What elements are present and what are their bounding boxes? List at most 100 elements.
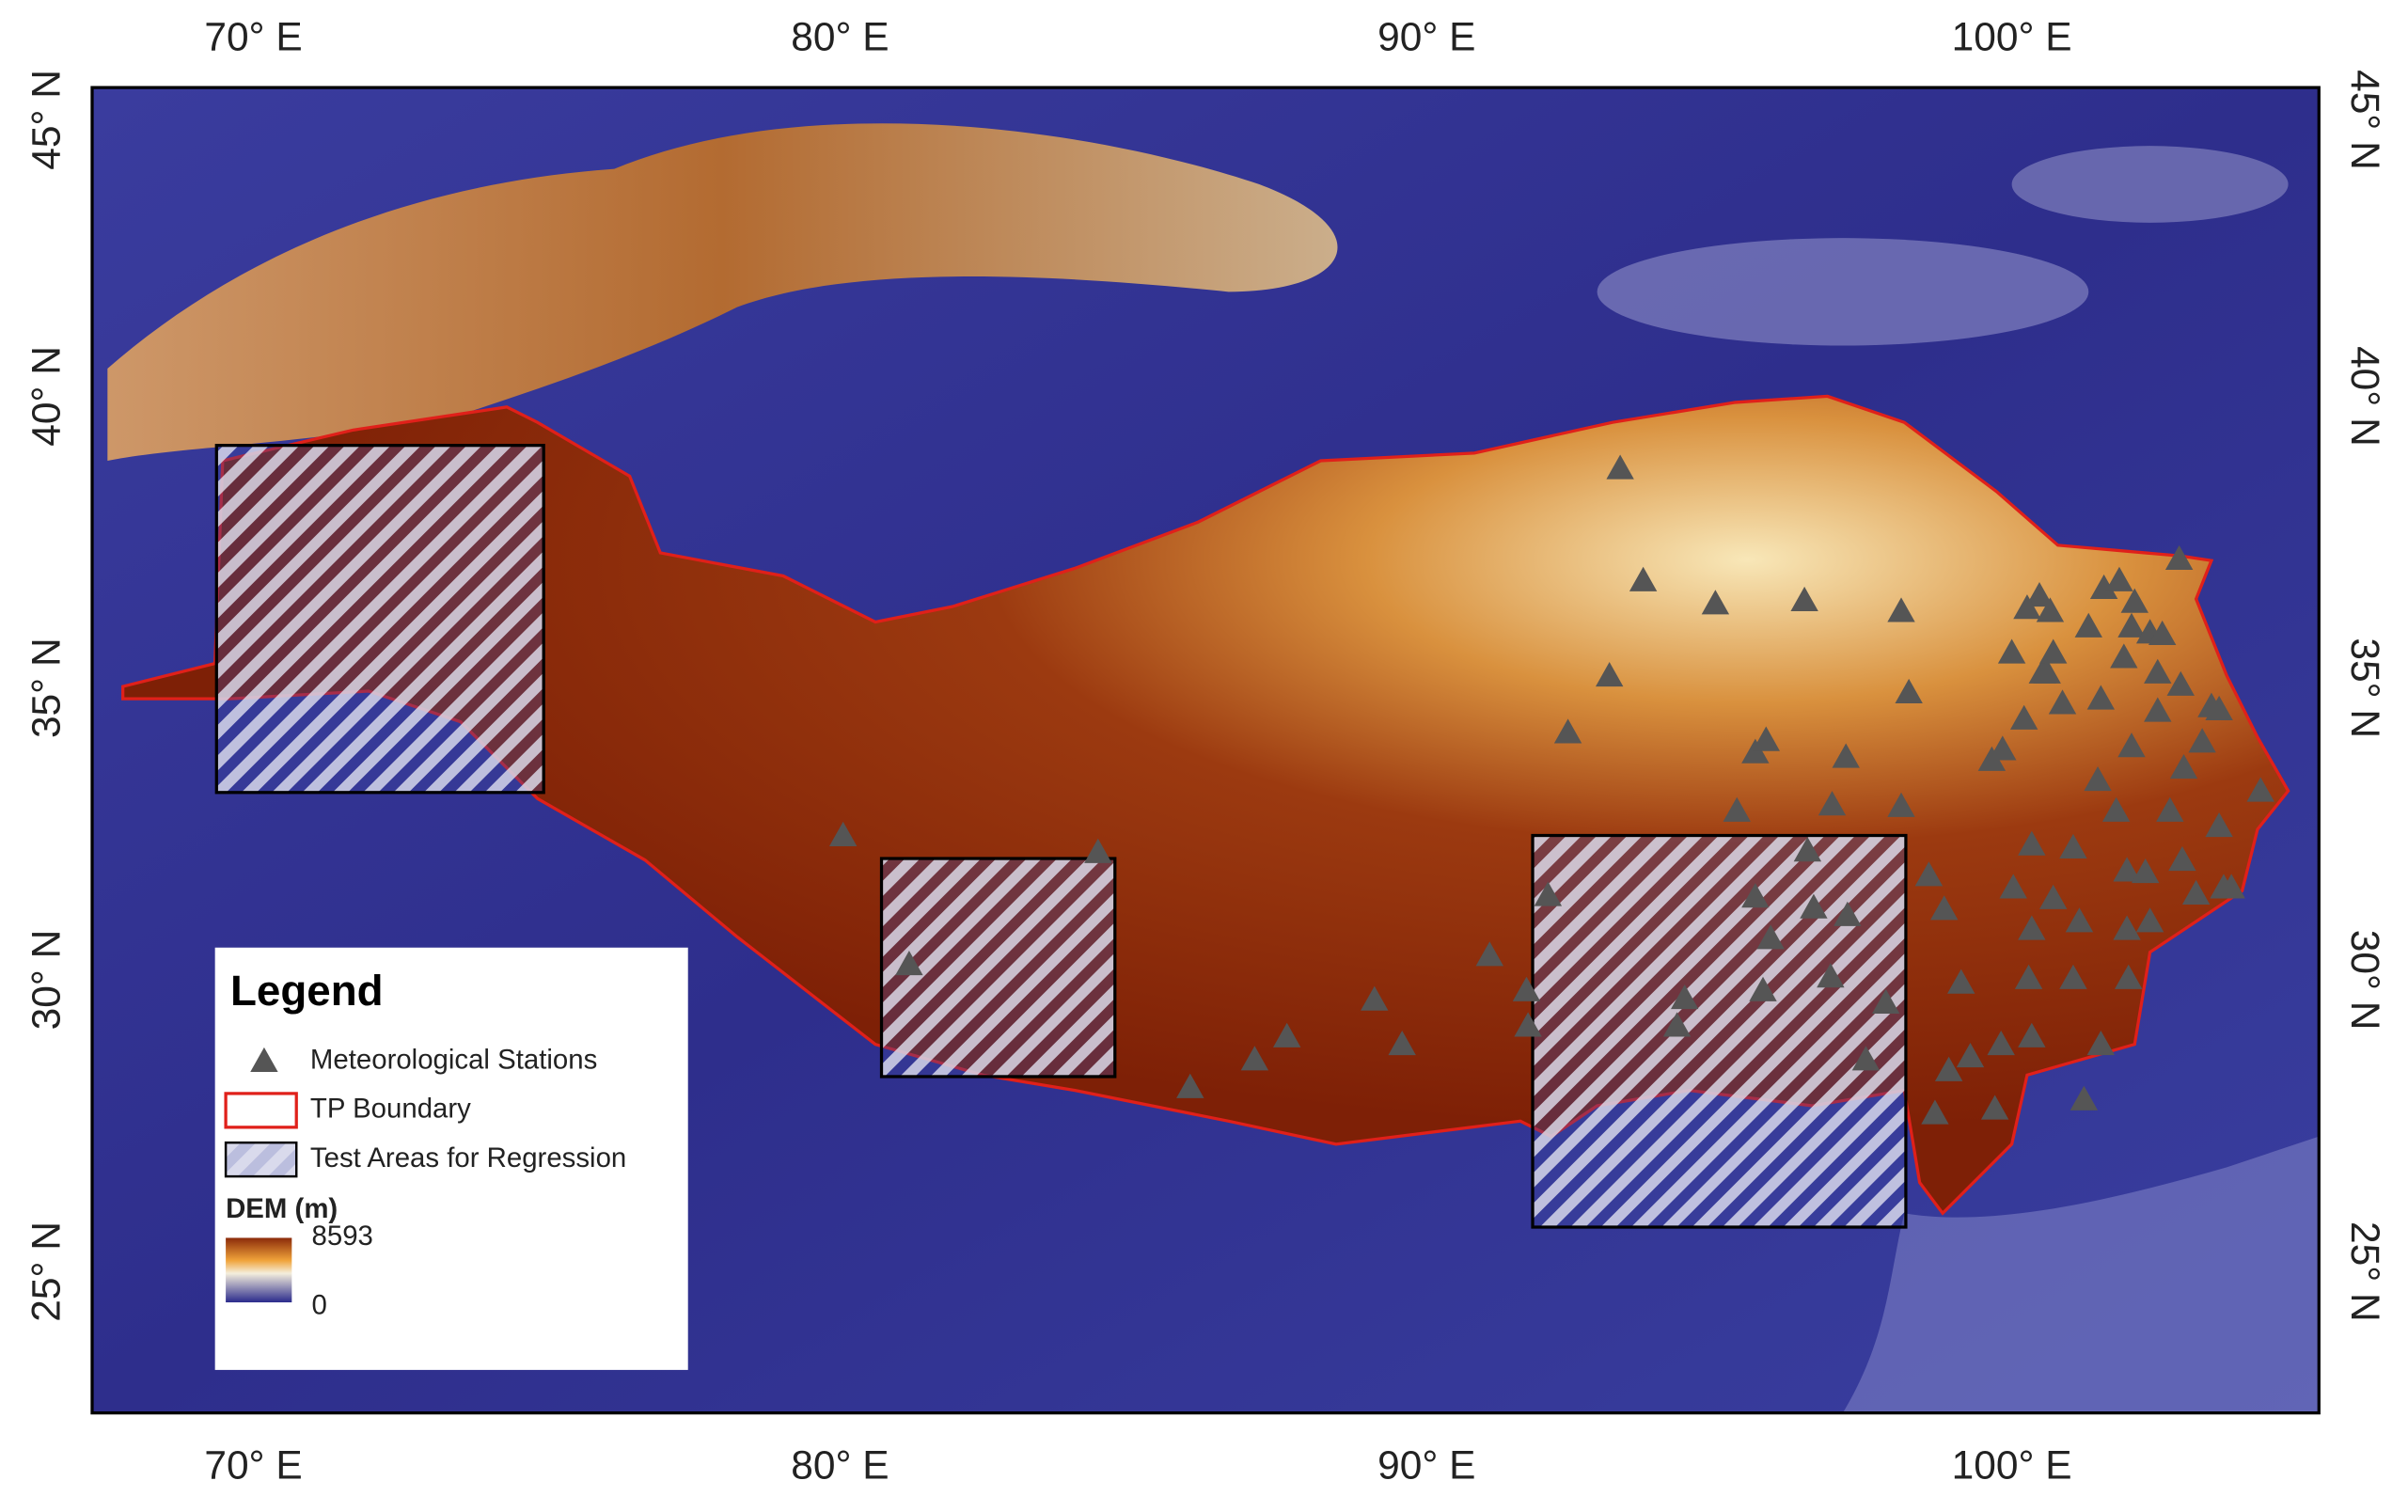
station	[2101, 796, 2131, 822]
station	[1240, 1046, 1269, 1071]
right-axis-label: 30° N	[2343, 930, 2387, 1031]
station	[1834, 901, 1862, 926]
legend: Legend Meteorological Stations TP Bounda…	[214, 947, 688, 1370]
station	[2048, 689, 2077, 715]
station	[1871, 988, 1900, 1014]
station	[1723, 796, 1751, 822]
station	[2013, 594, 2041, 620]
right-axis-label: 35° N	[2343, 638, 2387, 738]
dem-min: 0	[312, 1290, 327, 1321]
station	[2039, 884, 2068, 909]
station	[1701, 590, 1730, 615]
station	[1817, 963, 1845, 988]
right-axis-label: 45° N	[2343, 70, 2387, 170]
southeast-hills	[1842, 1136, 2320, 1413]
highland	[1597, 238, 2089, 346]
station	[1818, 791, 1847, 816]
station	[895, 951, 923, 976]
station	[2084, 766, 2112, 792]
station	[1793, 837, 1822, 862]
dem-ramp	[226, 1237, 292, 1303]
dem-title: DEM (m)	[226, 1193, 338, 1224]
station	[2086, 685, 2116, 710]
station	[1272, 1022, 1301, 1047]
station	[1987, 1030, 2015, 1056]
station	[1851, 1046, 1881, 1071]
top-axis-label: 80° E	[791, 15, 889, 59]
station	[2113, 857, 2141, 882]
station	[1361, 985, 1389, 1011]
station	[1388, 1030, 1416, 1056]
station	[2065, 907, 2094, 933]
station	[1977, 746, 2007, 771]
top-axis-label: 70° E	[204, 15, 302, 59]
bottom-axis-label: 80° E	[791, 1443, 889, 1488]
bottom-axis-label: 100° E	[1952, 1443, 2072, 1488]
station	[2117, 732, 2146, 758]
station	[1914, 861, 1944, 887]
legend-item: Test Areas for Regression	[310, 1142, 626, 1173]
station	[2036, 597, 2065, 622]
legend-title: Legend	[230, 967, 384, 1015]
station	[2135, 907, 2164, 933]
station	[2156, 796, 2184, 822]
station	[2059, 964, 2087, 989]
station	[2168, 845, 2196, 872]
legend-item: Meteorological Stations	[310, 1044, 597, 1075]
stations	[828, 454, 2274, 1125]
station	[1956, 1043, 1985, 1068]
boundary-icon	[224, 1092, 298, 1129]
test-area	[1531, 833, 1908, 1229]
station	[2074, 612, 2102, 638]
station	[2014, 964, 2043, 989]
bottom-axis-label: 90° E	[1377, 1443, 1475, 1488]
right-axis-label: 40° N	[2343, 346, 2387, 447]
station	[2120, 588, 2148, 613]
left-axis-label: 35° N	[24, 638, 68, 738]
legend-item: TP Boundary	[310, 1094, 471, 1125]
station	[2148, 620, 2177, 645]
station	[2117, 612, 2146, 638]
station	[1741, 883, 1770, 908]
station	[2205, 695, 2233, 721]
station	[2113, 915, 2141, 940]
station	[1595, 661, 1624, 687]
station	[1895, 678, 1923, 704]
station	[2210, 874, 2238, 899]
station	[1997, 638, 2026, 664]
bottom-axis-label: 70° E	[204, 1443, 302, 1488]
station	[1475, 941, 1503, 967]
station	[2039, 638, 2068, 664]
station	[1629, 566, 1658, 591]
station	[2009, 704, 2038, 730]
station	[1980, 1095, 2009, 1120]
station	[1752, 726, 1780, 751]
station	[2181, 879, 2211, 906]
dem-max: 8593	[312, 1221, 373, 1252]
station	[828, 821, 858, 846]
station	[1934, 1056, 1963, 1081]
top-axis-label: 100° E	[1952, 15, 2072, 59]
station	[1671, 984, 1699, 1010]
station	[2205, 812, 2233, 838]
northern-mountains	[107, 123, 1338, 461]
map-frame	[90, 86, 2321, 1415]
station	[2059, 833, 2087, 859]
station	[2110, 643, 2138, 669]
station	[1662, 1012, 1692, 1037]
left-axis-label: 45° N	[24, 70, 68, 170]
station	[2025, 582, 2054, 607]
hatch-icon	[224, 1141, 298, 1178]
station	[1930, 895, 1959, 921]
station	[2089, 574, 2118, 599]
station	[1606, 454, 1634, 480]
station	[2018, 1022, 2046, 1047]
right-axis-label: 25° N	[2343, 1221, 2387, 1322]
station	[2188, 728, 2216, 753]
station	[1921, 1099, 1949, 1125]
left-axis-label: 25° N	[24, 1221, 68, 1322]
left-axis-label: 30° N	[24, 930, 68, 1031]
station	[2086, 1030, 2116, 1056]
test-area	[214, 444, 545, 795]
